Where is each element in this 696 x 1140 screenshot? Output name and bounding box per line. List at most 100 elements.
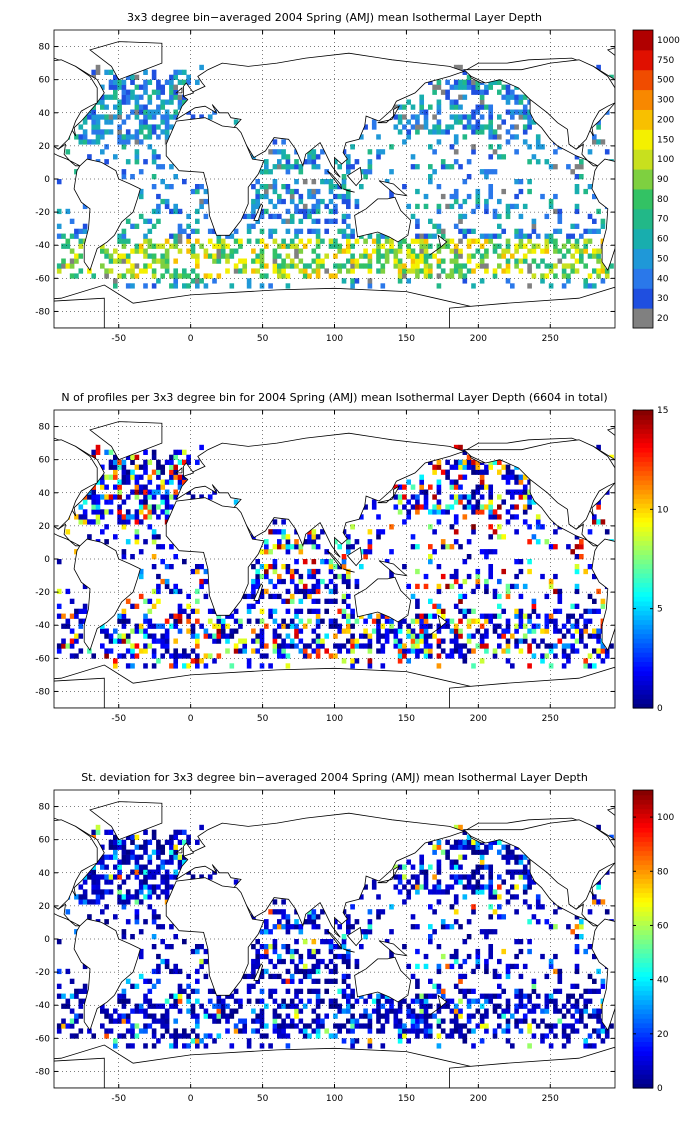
bin-cell (225, 243, 230, 249)
bin-cell (138, 854, 144, 860)
bin-cell (147, 854, 153, 860)
bin-cell (492, 623, 498, 629)
bin-cell (302, 593, 308, 600)
bin-cell (423, 258, 429, 264)
bin-cell (130, 643, 135, 649)
bin-cell (121, 144, 127, 150)
bin-cell (587, 633, 593, 639)
bin-cell (121, 169, 127, 175)
bin-cell (298, 208, 304, 215)
bin-cell (177, 608, 183, 614)
bin-cell (156, 469, 161, 475)
bin-cell (350, 623, 355, 629)
bin-cell (268, 564, 273, 570)
bin-cell (164, 839, 170, 845)
bin-cell (259, 573, 265, 580)
bin-cell (285, 188, 291, 195)
colorbar-segment (633, 911, 653, 917)
coastline (462, 59, 615, 150)
bin-cell (281, 643, 286, 649)
bin-cell (350, 164, 355, 170)
bin-cell (311, 573, 317, 580)
bin-cell (143, 159, 148, 165)
bin-cell (346, 1008, 351, 1014)
bin-cell (497, 494, 502, 500)
bin-cell (104, 499, 109, 505)
coastline (606, 807, 615, 816)
bin-cell (315, 588, 321, 595)
bin-cell (195, 184, 200, 190)
bin-cell (268, 929, 273, 935)
bin-cell (604, 653, 610, 659)
bin-cell (143, 104, 148, 110)
bin-cell (294, 228, 299, 234)
bin-cell (56, 233, 62, 239)
bin-cell (143, 628, 148, 634)
bin-cell (190, 608, 196, 614)
bin-cell (462, 459, 468, 465)
bin-cell (428, 268, 433, 274)
colorbar-segment (633, 554, 653, 560)
bin-cell (540, 904, 545, 910)
bin-cell (320, 998, 325, 1004)
bin-cell (527, 993, 532, 999)
bin-cell (449, 203, 455, 210)
bin-cell (307, 208, 312, 215)
bin-cell (264, 1003, 269, 1009)
bin-cell (147, 109, 153, 115)
bin-cell (203, 1033, 209, 1039)
bin-cell (341, 174, 347, 180)
bin-cell (402, 1033, 407, 1039)
bin-cell (583, 238, 589, 244)
bin-cell (561, 623, 567, 629)
bin-cell (415, 948, 420, 955)
bin-cell (143, 124, 148, 130)
bin-cell (311, 583, 317, 590)
bin-cell (134, 859, 140, 865)
bin-cell (406, 129, 412, 135)
bin-cell (583, 188, 589, 195)
bin-cell (514, 909, 519, 915)
bin-cell (151, 829, 157, 835)
bin-cell (195, 1023, 200, 1029)
bin-cell (389, 524, 394, 530)
bin-cell (432, 929, 437, 935)
bin-cell (61, 643, 66, 649)
bin-cell (87, 914, 92, 920)
bin-cell (104, 653, 109, 659)
bin-cell (492, 233, 498, 239)
bin-cell (436, 208, 442, 215)
bin-cell (527, 159, 532, 165)
bin-cell (302, 243, 308, 249)
bin-cell (484, 1013, 489, 1019)
bin-cell (367, 233, 373, 239)
bin-cell (285, 534, 291, 540)
bin-cell (453, 568, 459, 575)
bin-cell (436, 84, 442, 90)
bin-cell (557, 258, 563, 264)
bin-cell (436, 983, 442, 989)
bin-cell (346, 188, 351, 195)
bin-cell (397, 484, 403, 490)
bin-cell (294, 159, 299, 165)
bin-cell (453, 1003, 459, 1009)
bin-cell (160, 559, 166, 565)
bin-cell (527, 1043, 532, 1049)
colorbar-segment (633, 873, 653, 880)
bin-cell (333, 273, 338, 279)
bin-cell (419, 233, 425, 239)
bin-cell (74, 608, 79, 614)
bin-cell (216, 613, 222, 619)
bin-cell (587, 273, 593, 279)
bin-cell (320, 939, 325, 945)
bin-cell (376, 998, 381, 1004)
bin-cell (570, 233, 576, 239)
bin-cell (544, 993, 550, 999)
bin-cell (406, 879, 412, 885)
bin-cell (143, 109, 148, 115)
x-tick-label: 200 (470, 334, 487, 344)
bin-cell (177, 1033, 183, 1039)
bin-cell (195, 663, 200, 669)
bin-cell (570, 929, 576, 935)
bin-cell (130, 554, 135, 560)
